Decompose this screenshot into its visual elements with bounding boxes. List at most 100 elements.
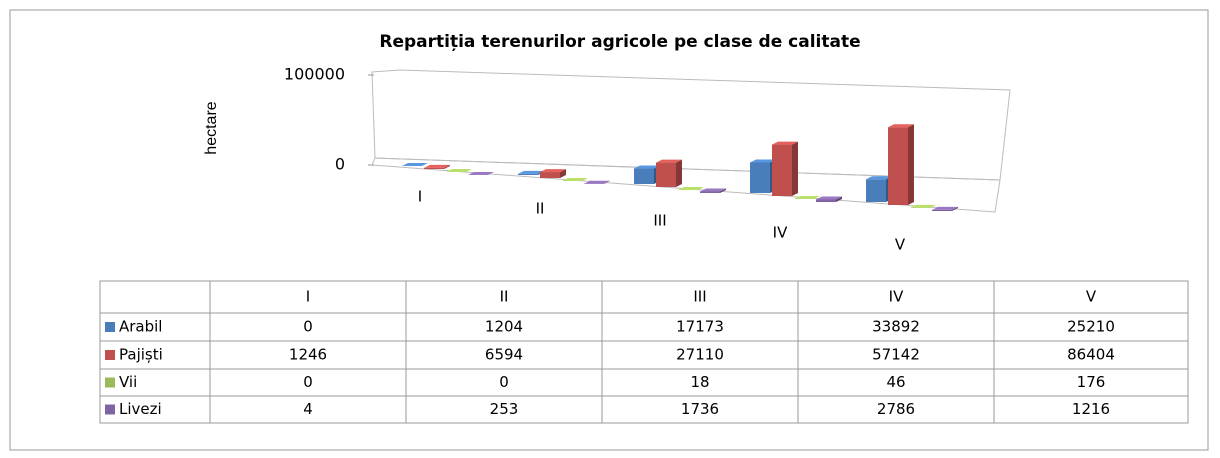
legend-label: Pajiști [119,346,163,364]
x-tick-label: I [418,188,422,206]
bar-top [772,141,798,145]
bar-front [932,209,952,211]
table-value: 0 [499,373,509,391]
bar-top [678,186,704,190]
bar-side [930,204,936,208]
y-tick-label: 0 [335,155,345,174]
bar-front [518,173,538,175]
back-wall [371,69,1011,181]
legend-swatch [105,377,115,388]
x-tick-label: IV [773,224,788,242]
bar-side [604,180,610,184]
bar-front [750,162,770,193]
bar-top [656,159,682,163]
bar [468,171,494,176]
table-value: 6594 [485,346,523,364]
table-value: 176 [1077,373,1106,391]
table-value: 33892 [872,318,920,336]
bar-side [698,186,704,190]
bar-front [424,167,444,169]
bar-side [444,164,450,169]
x-tick-label: III [653,212,666,230]
table-header: V [1086,288,1097,306]
bar [816,196,842,202]
bar-side [952,206,958,211]
bar-side [814,195,820,199]
bar-front [866,179,886,202]
bar-top [584,180,610,184]
table-value: 17173 [676,318,724,336]
bar [584,180,610,184]
bar-top [750,159,776,163]
bar-top [888,124,914,128]
bar-front [540,172,560,178]
bar [932,206,958,211]
bar-front [888,127,908,205]
bar-top [540,169,566,173]
bar-top [634,165,660,169]
legend-swatch [105,350,115,360]
bar-front [772,144,792,196]
bar [424,164,450,169]
bar-top [468,171,494,175]
legend-swatch [105,322,115,332]
bar [678,186,704,190]
bar [794,195,820,199]
bar-side [908,124,914,205]
bar-side [836,196,842,202]
bar-top [402,163,428,166]
bar-top [794,195,820,199]
table-value: 1736 [681,400,719,418]
bar [562,178,588,182]
bar [772,141,798,196]
chart-title: Repartiția terenurilor agricole pe clase… [379,32,860,52]
bar-front [634,168,654,184]
legend-label: Vii [119,373,137,391]
table-header: IV [889,288,904,306]
table-header: III [693,288,706,306]
table-value: 18 [690,373,709,391]
data-table-frame [99,280,1189,424]
bar-top [866,176,892,180]
table-value: 1204 [485,318,523,336]
table-header: II [500,288,509,306]
bar-top [816,196,842,200]
bar [888,124,914,205]
bar-front [656,162,676,187]
table-value: 25210 [1067,318,1115,336]
table-value: 46 [886,373,905,391]
bar-front [700,191,720,193]
legend-label: Arabil [119,318,162,336]
bar [446,169,472,173]
table-value: 86404 [1067,346,1115,364]
bar-side [560,169,566,178]
x-tick-label: V [895,236,906,254]
y-tick-label: 100000 [284,65,345,84]
legend-swatch [105,404,115,415]
y-axis-label: hectare [203,101,220,154]
table-value: 1246 [289,346,327,364]
table-value: 1216 [1072,400,1110,418]
bar-top [700,188,726,192]
table-value: 0 [303,318,313,336]
bar [402,163,428,167]
x-tick-label: II [536,200,545,218]
bar-side [488,171,494,175]
bar-top [932,206,958,210]
bar [910,204,936,208]
legend-label: Livezi [119,400,162,418]
bar-top [562,178,588,181]
table-value: 0 [303,373,313,391]
bar-top [910,204,936,208]
table-header: I [306,288,310,306]
bar-top [518,170,544,174]
table-value: 253 [490,400,519,418]
bar [540,169,566,178]
bar-top [424,164,450,168]
bar-top [446,169,472,172]
chart-frame [9,9,1209,451]
bar [656,159,682,187]
bar [700,188,726,193]
bar-front [816,199,836,202]
